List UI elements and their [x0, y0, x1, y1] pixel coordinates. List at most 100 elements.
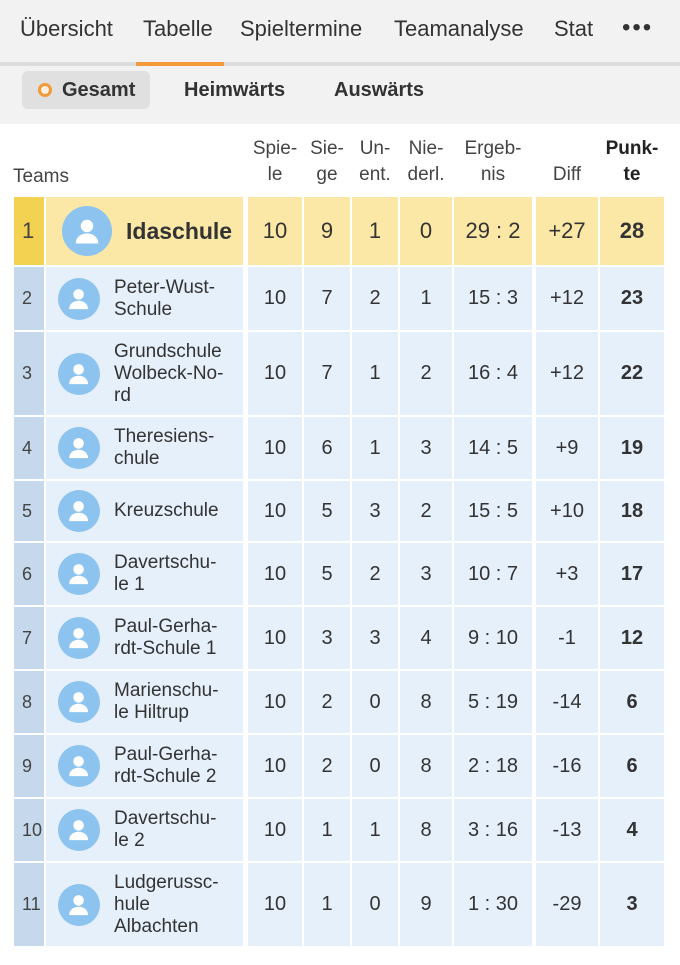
diff-cell: +3 — [536, 543, 598, 605]
team-name-line: Idaschule — [126, 218, 233, 244]
team-cell[interactable]: Peter-Wust- Schule — [46, 267, 243, 330]
user-avatar-icon — [58, 745, 100, 787]
diff-cell: -16 — [536, 735, 598, 797]
punkte-cell: 18 — [600, 481, 664, 541]
table-row[interactable]: 6 Davertschu-le 1 10 5 2 3 10 : 7 +3 17 — [0, 543, 680, 605]
diff-cell: -29 — [536, 863, 598, 946]
table-row[interactable]: 10 Davertschu-le 2 10 1 1 8 3 : 16 -13 4 — [0, 799, 680, 861]
rank-cell: 1 — [14, 197, 44, 265]
niederl-cell: 0 — [400, 197, 452, 265]
team-name-line: Kreuzschule — [114, 500, 219, 521]
tab-stat[interactable]: Stat — [554, 16, 594, 41]
rank-cell: 7 — [14, 607, 44, 669]
niederl-cell: 2 — [400, 332, 452, 415]
team-name-line: Albachten — [114, 915, 199, 937]
team-name: Paul-Gerha-rdt-Schule 1 — [114, 616, 218, 660]
table-row[interactable]: 11 Ludgerussc-hule Albachten 10 1 0 9 1 : 30 -29… — [0, 863, 680, 946]
col-header-diff: Diff — [552, 164, 582, 185]
siege-cell: 3 — [304, 607, 350, 669]
col-header-spiele-line1: Spie- — [252, 138, 298, 159]
siege-cell: 6 — [304, 417, 350, 479]
team-cell[interactable]: Ludgerussc-hule Albachten — [46, 863, 243, 946]
active-tab-indicator — [136, 62, 224, 66]
ergebnis-cell: 15 : 5 — [454, 481, 532, 541]
subtab-heimwaerts[interactable]: Heimwärts — [184, 79, 286, 101]
team-name-line: Ludgerussc- — [114, 871, 219, 893]
team-cell[interactable]: Theresiens-chule — [46, 417, 243, 479]
more-icon[interactable]: ••• — [622, 14, 654, 41]
team-name: Theresiens-chule — [114, 426, 214, 470]
niederl-cell: 8 — [400, 799, 452, 861]
team-cell[interactable]: Paul-Gerha-rdt-Schule 1 — [46, 607, 243, 669]
rank-cell: 2 — [14, 267, 44, 330]
unent-cell: 2 — [352, 543, 398, 605]
unent-cell: 0 — [352, 863, 398, 946]
team-cell[interactable]: Paul-Gerha-rdt-Schule 2 — [46, 735, 243, 797]
ergebnis-cell: 1 : 30 — [454, 863, 532, 946]
rank-cell: 11 — [14, 863, 44, 946]
col-header-unent-line2: ent. — [359, 164, 391, 185]
table-row[interactable]: 1 Idaschule 10 9 1 0 29 : 2 +27 28 — [0, 197, 680, 265]
col-header-siege-line1: Sie- — [310, 138, 344, 159]
col-header-unent: Un- ent. — [352, 136, 398, 188]
team-name-line: Paul-Gerha- — [114, 744, 218, 765]
tab-uebersicht[interactable]: Übersicht — [20, 16, 113, 41]
team-cell[interactable]: Idaschule — [46, 197, 243, 265]
col-header-punkte-line2: te — [623, 164, 641, 185]
diff-cell: -1 — [536, 607, 598, 669]
ergebnis-cell: 2 : 18 — [454, 735, 532, 797]
tab-tabelle[interactable]: Tabelle — [143, 16, 213, 41]
rank-cell: 3 — [14, 332, 44, 415]
col-header-ergebnis: Ergeb- nis — [454, 136, 532, 188]
tab-spieltermine[interactable]: Spieltermine — [240, 16, 363, 41]
team-cell[interactable]: Grundschule Wolbeck-No-rd — [46, 332, 243, 415]
table-row[interactable]: 3 Grundschule Wolbeck-No-rd 10 7 1 2 16 : 4 +12 2… — [0, 332, 680, 415]
subtab-auswaerts[interactable]: Auswärts — [334, 79, 425, 101]
col-header-siege-line2: ge — [316, 164, 338, 185]
table-row[interactable]: 7 Paul-Gerha-rdt-Schule 1 10 3 3 4 9 : 10 -1 12 — [0, 607, 680, 669]
niederl-cell: 4 — [400, 607, 452, 669]
unent-cell: 1 — [352, 417, 398, 479]
spiele-cell: 10 — [248, 267, 302, 330]
table-row[interactable]: 5 Kreuzschule 10 5 3 2 15 : 5 +10 18 — [0, 481, 680, 541]
spiele-cell: 10 — [248, 607, 302, 669]
col-header-spiele-line2: le — [267, 164, 283, 185]
col-header-punkte: Punk- te — [600, 136, 664, 188]
punkte-cell: 28 — [600, 197, 664, 265]
team-cell[interactable]: Davertschu-le 2 — [46, 799, 243, 861]
spiele-cell: 10 — [248, 863, 302, 946]
team-name: Grundschule Wolbeck-No-rd — [114, 341, 223, 407]
tab-teamanalyse[interactable]: Teamanalyse — [394, 16, 524, 41]
team-name-line: Schule — [114, 298, 173, 320]
ergebnis-cell: 10 : 7 — [454, 543, 532, 605]
ergebnis-cell: 14 : 5 — [454, 417, 532, 479]
siege-cell: 2 — [304, 735, 350, 797]
spiele-cell: 10 — [248, 481, 302, 541]
rank-cell: 8 — [14, 671, 44, 733]
unent-cell: 2 — [352, 267, 398, 330]
user-avatar-icon — [58, 277, 100, 320]
unent-cell: 3 — [352, 607, 398, 669]
col-header-siege: Sie- ge — [304, 136, 350, 188]
col-header-unent-line1: Un- — [359, 138, 391, 159]
niederl-cell: 2 — [400, 481, 452, 541]
team-name-line: le 1 — [114, 574, 145, 595]
team-cell[interactable]: Davertschu-le 1 — [46, 543, 243, 605]
punkte-cell: 19 — [600, 417, 664, 479]
spiele-cell: 10 — [248, 197, 302, 265]
rank-cell: 4 — [14, 417, 44, 479]
col-header-teams: Teams — [13, 166, 69, 187]
subtab-gesamt[interactable]: Gesamt — [22, 71, 150, 109]
table-row[interactable]: 2 Peter-Wust- Schule 10 7 2 1 15 : 3 +12 23 — [0, 267, 680, 330]
team-name: Marienschu-le Hiltrup — [114, 680, 219, 724]
niederl-cell: 3 — [400, 417, 452, 479]
team-cell[interactable]: Kreuzschule — [46, 481, 243, 541]
table-row[interactable]: 8 Marienschu-le Hiltrup 10 2 0 8 5 : 19 -14 6 — [0, 671, 680, 733]
rank-cell: 9 — [14, 735, 44, 797]
table-row[interactable]: 9 Paul-Gerha-rdt-Schule 2 10 2 0 8 2 : 18 -16 6 — [0, 735, 680, 797]
tab-bar-divider — [0, 62, 680, 66]
table-row[interactable]: 4 Theresiens-chule 10 6 1 3 14 : 5 +9 19 — [0, 417, 680, 479]
team-name-line: le Hiltrup — [114, 702, 189, 723]
punkte-cell: 17 — [600, 543, 664, 605]
team-cell[interactable]: Marienschu-le Hiltrup — [46, 671, 243, 733]
